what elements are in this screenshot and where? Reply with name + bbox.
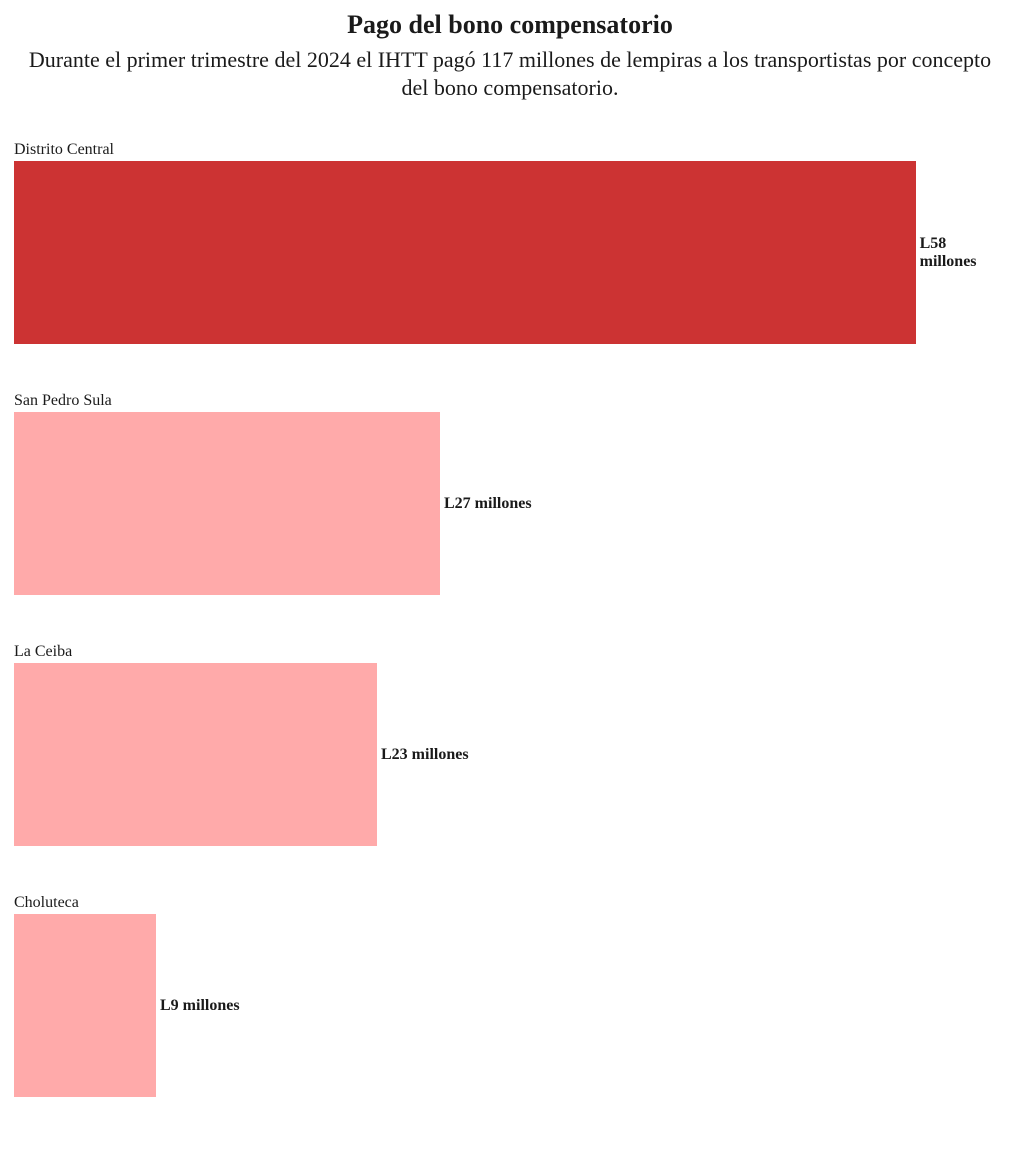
bar-group: La Ceiba L23 millones bbox=[14, 643, 1006, 846]
bar bbox=[14, 914, 156, 1097]
bar-value: L58 millones bbox=[920, 235, 1006, 271]
bar-group: San Pedro Sula L27 millones bbox=[14, 392, 1006, 595]
bar bbox=[14, 663, 377, 846]
bar-value: L23 millones bbox=[381, 746, 469, 764]
bar bbox=[14, 161, 916, 344]
bar-row: L58 millones bbox=[14, 161, 1006, 344]
bar-row: L23 millones bbox=[14, 663, 1006, 846]
bar-group: Distrito Central L58 millones bbox=[14, 141, 1006, 344]
bar-row: L27 millones bbox=[14, 412, 1006, 595]
bar-label: La Ceiba bbox=[14, 643, 1006, 661]
bar-label: Distrito Central bbox=[14, 141, 1006, 159]
bar-label: San Pedro Sula bbox=[14, 392, 1006, 410]
chart-subtitle: Durante el primer trimestre del 2024 el … bbox=[14, 46, 1006, 101]
bar-row: L9 millones bbox=[14, 914, 1006, 1097]
chart-title: Pago del bono compensatorio bbox=[14, 10, 1006, 40]
bar-value: L27 millones bbox=[444, 495, 532, 513]
bar-label: Choluteca bbox=[14, 894, 1006, 912]
bar bbox=[14, 412, 440, 595]
bar-chart: Distrito Central L58 millones San Pedro Su… bbox=[14, 141, 1006, 1097]
bar-value: L9 millones bbox=[160, 997, 240, 1015]
bar-group: Choluteca L9 millones bbox=[14, 894, 1006, 1097]
